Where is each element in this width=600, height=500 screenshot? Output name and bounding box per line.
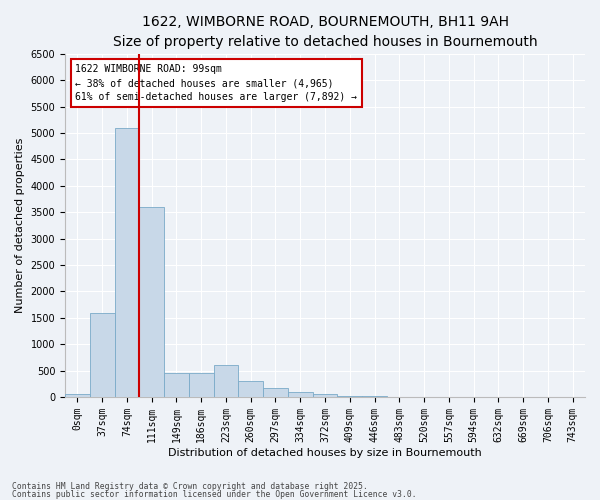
Bar (164, 373, 189, 397)
Bar (115, 128, 139, 397)
Title: 1622, WIMBORNE ROAD, BOURNEMOUTH, BH11 9AH
Size of property relative to detached: 1622, WIMBORNE ROAD, BOURNEMOUTH, BH11 9… (113, 15, 538, 48)
X-axis label: Distribution of detached houses by size in Bournemouth: Distribution of detached houses by size … (168, 448, 482, 458)
Bar (65, 394, 90, 397)
Text: 1622 WIMBORNE ROAD: 99sqm
← 38% of detached houses are smaller (4,965)
61% of se: 1622 WIMBORNE ROAD: 99sqm ← 38% of detac… (76, 64, 358, 102)
Bar (288, 392, 313, 397)
Bar (362, 396, 387, 397)
Bar (139, 207, 164, 397)
Bar (313, 394, 337, 397)
Bar (238, 381, 263, 397)
Bar (214, 366, 238, 397)
Y-axis label: Number of detached properties: Number of detached properties (15, 138, 25, 313)
Bar (90, 312, 115, 397)
Text: Contains public sector information licensed under the Open Government Licence v3: Contains public sector information licen… (12, 490, 416, 499)
Bar (263, 388, 288, 397)
Bar (337, 396, 362, 397)
Bar (189, 373, 214, 397)
Text: Contains HM Land Registry data © Crown copyright and database right 2025.: Contains HM Land Registry data © Crown c… (12, 482, 368, 491)
